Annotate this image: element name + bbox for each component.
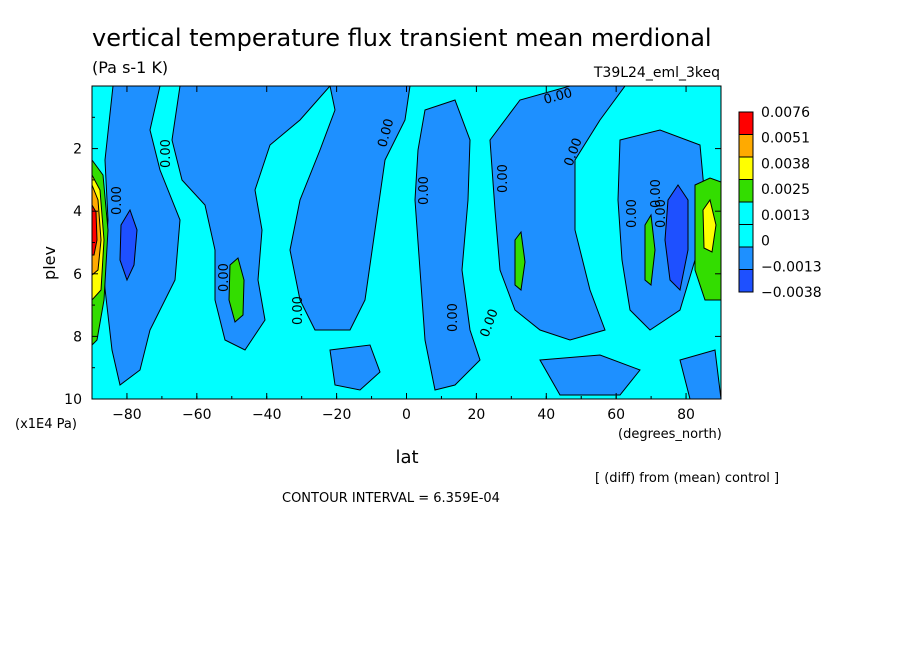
colorbar-label: 0.0025 — [761, 182, 810, 198]
y-axis-units: (x1E4 Pa) — [15, 417, 77, 432]
colorbar-swatch — [738, 111, 754, 135]
y-tick-label: 10 — [64, 392, 82, 408]
x-axis-units: (degrees_north) — [618, 427, 722, 442]
x-tick-label: −60 — [182, 407, 212, 423]
pos-region-3 — [514, 230, 526, 291]
plot-area: 0.00 0.00 0.00 0.00 0.00 0.00 0.00 0.00 … — [64, 85, 722, 423]
experiment-label: T39L24_eml_3keq — [593, 65, 720, 81]
neg-region-4 — [414, 99, 481, 391]
x-tick-label: 20 — [467, 407, 485, 423]
x-tick-label: −20 — [322, 407, 352, 423]
contour-interval: CONTOUR INTERVAL = 6.359E-04 — [282, 491, 500, 506]
colorbar-swatch — [738, 269, 754, 293]
y-axis-label: plev — [40, 246, 59, 280]
contour-label: 0.00 — [217, 263, 232, 292]
contour-label: 0.00 — [375, 117, 397, 149]
pos-region-4 — [644, 213, 656, 286]
colorbar: 0.0076 0.0051 0.0038 0.0025 0.0013 0 −0.0013 −0… — [738, 105, 822, 301]
y-axis-ticks: 2 4 6 8 10 — [64, 116, 721, 408]
contour-label: 0.00 — [496, 164, 511, 193]
x-tick-label: 0 — [402, 407, 411, 423]
x-axis-ticks: −80 −60 −40 −20 0 20 40 60 80 — [91, 86, 722, 423]
neg-region-2 — [171, 85, 332, 351]
x-tick-label: 40 — [537, 407, 555, 423]
x-axis-label: lat — [395, 447, 418, 468]
colorbar-swatch — [738, 179, 754, 203]
colorbar-label: 0.0051 — [761, 131, 810, 147]
neg-region-6 — [617, 129, 706, 331]
x-tick-label: −80 — [112, 407, 142, 423]
neg-region-3 — [289, 85, 411, 331]
colorbar-swatch — [738, 201, 754, 225]
contour-label: 0.00 — [291, 296, 306, 325]
footnote: [ (diff) from (mean) control ] — [595, 471, 779, 486]
colorbar-swatch — [738, 156, 754, 180]
contour-label: 0.00 — [654, 199, 669, 228]
strong-neg-2 — [664, 184, 689, 292]
contour-label: 0.00 — [417, 176, 432, 205]
contour-label: 0.00 — [159, 139, 174, 168]
colorbar-swatch — [738, 134, 754, 158]
yellow-region-2 — [702, 198, 717, 253]
colorbar-label: 0.0013 — [761, 208, 810, 224]
contour-label: 0.00 — [625, 199, 640, 228]
colorbar-label: −0.0013 — [761, 259, 822, 275]
neg-region-7 — [329, 344, 381, 391]
colorbar-label: 0.0076 — [761, 105, 810, 121]
neg-region-9 — [539, 354, 641, 396]
colorbar-label: 0.0038 — [761, 156, 810, 172]
chart-title: vertical temperature flux transient mean… — [92, 24, 712, 52]
y-tick-label: 2 — [73, 142, 82, 158]
y-tick-label: 8 — [73, 329, 82, 345]
contour-label: 0.00 — [110, 186, 125, 215]
colorbar-swatch — [738, 246, 754, 270]
colorbar-label: −0.0038 — [761, 285, 822, 301]
colorbar-swatch — [738, 224, 754, 248]
chart-units: (Pa s-1 K) — [92, 58, 168, 77]
pos-region-2 — [228, 257, 245, 323]
x-tick-label: 60 — [607, 407, 625, 423]
contour-label: 0.00 — [542, 86, 574, 108]
contour-label: 0.00 — [649, 179, 664, 208]
colorbar-label: 0 — [761, 234, 770, 250]
x-tick-label: 80 — [677, 407, 695, 423]
contour-label: 0.00 — [446, 303, 461, 332]
y-tick-label: 6 — [73, 267, 82, 283]
x-tick-label: −40 — [252, 407, 282, 423]
y-tick-label: 4 — [73, 204, 82, 220]
strong-neg-1 — [119, 208, 138, 282]
strong-negative-regions — [119, 184, 689, 292]
